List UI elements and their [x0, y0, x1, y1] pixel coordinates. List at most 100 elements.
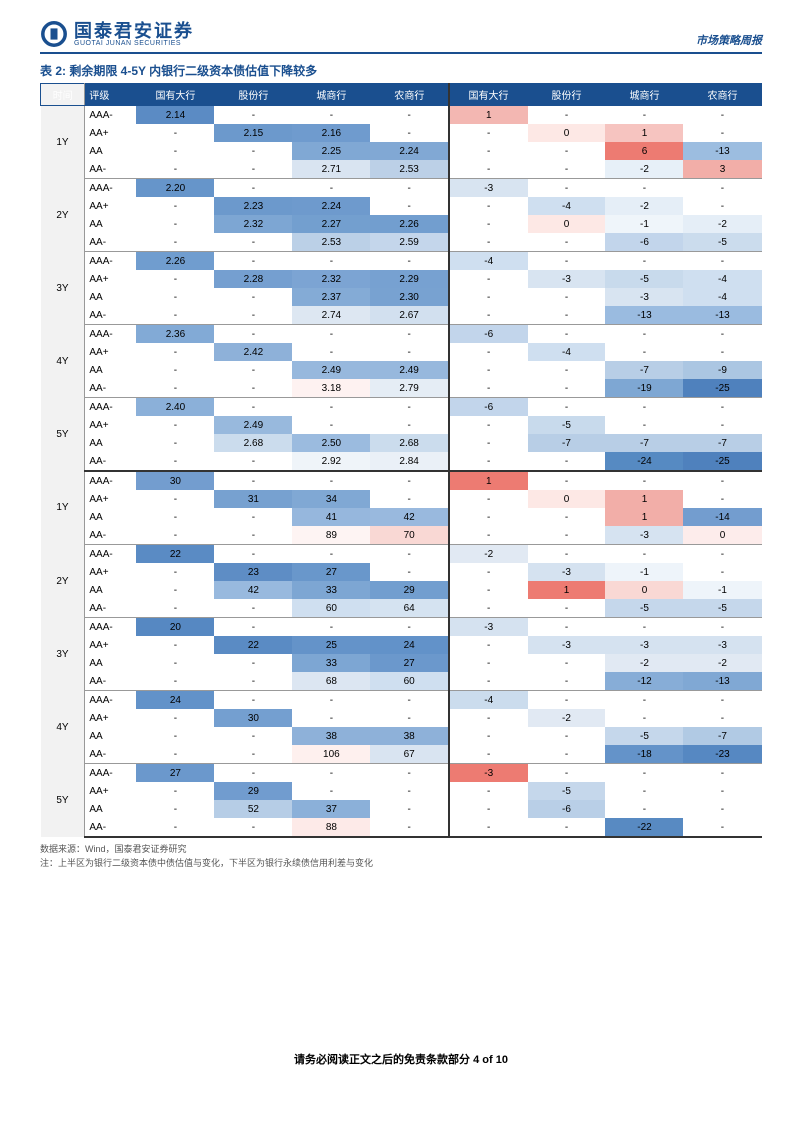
value-cell: -	[136, 490, 214, 508]
value-cell: -	[214, 106, 292, 125]
value-cell: -	[214, 179, 292, 198]
value-cell: -	[136, 160, 214, 179]
value-cell: 42	[370, 508, 449, 526]
value-cell: -	[528, 233, 606, 252]
rating-cell: AAA-	[85, 764, 137, 783]
value-cell: -	[528, 142, 606, 160]
value-cell: -	[292, 709, 370, 727]
value-cell: 1	[449, 106, 528, 125]
value-cell: -	[136, 581, 214, 599]
value-cell: 2.15	[214, 124, 292, 142]
value-cell: 23	[214, 563, 292, 581]
value-cell: -	[605, 618, 683, 637]
value-cell: -	[136, 727, 214, 745]
value-cell: -	[370, 618, 449, 637]
value-cell: -	[449, 782, 528, 800]
term-cell: 2Y	[41, 179, 85, 252]
value-cell: -	[370, 800, 449, 818]
table-title: 表 2: 剩余期限 4-5Y 内银行二级资本债估值下降较多	[40, 62, 762, 79]
value-cell: -22	[605, 818, 683, 837]
value-cell: -	[292, 471, 370, 490]
value-cell: -	[605, 343, 683, 361]
value-cell: -	[449, 818, 528, 837]
value-cell: -	[292, 764, 370, 783]
col-header: 城商行	[605, 84, 683, 106]
rating-cell: AA+	[85, 124, 137, 142]
value-cell: -13	[683, 142, 761, 160]
rating-cell: AA	[85, 581, 137, 599]
value-cell: -	[370, 325, 449, 344]
value-cell: -3	[605, 526, 683, 545]
value-cell: -	[214, 654, 292, 672]
value-cell: 2.49	[214, 416, 292, 434]
value-cell: 2.26	[136, 252, 214, 271]
value-cell: -	[214, 545, 292, 564]
value-cell: -	[683, 106, 761, 125]
value-cell: 30	[136, 471, 214, 490]
value-cell: -	[528, 179, 606, 198]
value-cell: -	[214, 764, 292, 783]
value-cell: -	[449, 142, 528, 160]
value-cell: -5	[528, 782, 606, 800]
value-cell: 60	[370, 672, 449, 691]
value-cell: -	[370, 709, 449, 727]
value-cell: 2.79	[370, 379, 449, 398]
value-cell: -	[683, 691, 761, 710]
value-cell: -	[370, 398, 449, 417]
value-cell: -	[370, 197, 449, 215]
value-cell: -	[528, 288, 606, 306]
logo-en-text: GUOTAI JUNAN SECURITIES	[74, 40, 194, 47]
value-cell: -3	[528, 270, 606, 288]
value-cell: -	[683, 818, 761, 837]
value-cell: -1	[605, 215, 683, 233]
value-cell: 2.67	[370, 306, 449, 325]
term-cell: 1Y	[41, 106, 85, 179]
col-header: 股份行	[214, 84, 292, 106]
value-cell: -	[136, 416, 214, 434]
value-cell: 38	[370, 727, 449, 745]
value-cell: 2.59	[370, 233, 449, 252]
value-cell: -4	[683, 288, 761, 306]
value-cell: -	[136, 452, 214, 471]
term-cell: 1Y	[41, 471, 85, 545]
col-header: 股份行	[528, 84, 606, 106]
value-cell: 2.16	[292, 124, 370, 142]
value-cell: 52	[214, 800, 292, 818]
rating-cell: AA+	[85, 270, 137, 288]
value-cell: 2.74	[292, 306, 370, 325]
value-cell: 25	[292, 636, 370, 654]
value-cell: 2.84	[370, 452, 449, 471]
value-cell: 1	[605, 490, 683, 508]
value-cell: -	[136, 197, 214, 215]
value-cell: -	[214, 672, 292, 691]
value-cell: 68	[292, 672, 370, 691]
value-cell: 70	[370, 526, 449, 545]
value-cell: -	[214, 526, 292, 545]
value-cell: -	[136, 563, 214, 581]
value-cell: -	[136, 672, 214, 691]
value-cell: 0	[528, 124, 606, 142]
value-cell: -	[683, 782, 761, 800]
value-cell: -13	[683, 306, 761, 325]
value-cell: -	[370, 545, 449, 564]
value-cell: -4	[449, 691, 528, 710]
value-cell: 2.50	[292, 434, 370, 452]
value-cell: -	[605, 179, 683, 198]
value-cell: -5	[605, 270, 683, 288]
value-cell: -	[214, 160, 292, 179]
value-cell: -	[449, 361, 528, 379]
rating-cell: AA	[85, 434, 137, 452]
value-cell: 27	[292, 563, 370, 581]
value-cell: -18	[605, 745, 683, 764]
value-cell: 3	[683, 160, 761, 179]
value-cell: -	[528, 618, 606, 637]
rating-cell: AAA-	[85, 618, 137, 637]
rating-cell: AA	[85, 800, 137, 818]
value-cell: -	[370, 124, 449, 142]
value-cell: -	[136, 270, 214, 288]
value-cell: -	[605, 416, 683, 434]
rating-cell: AA	[85, 215, 137, 233]
value-cell: -	[449, 490, 528, 508]
value-cell: -	[605, 471, 683, 490]
value-cell: 31	[214, 490, 292, 508]
